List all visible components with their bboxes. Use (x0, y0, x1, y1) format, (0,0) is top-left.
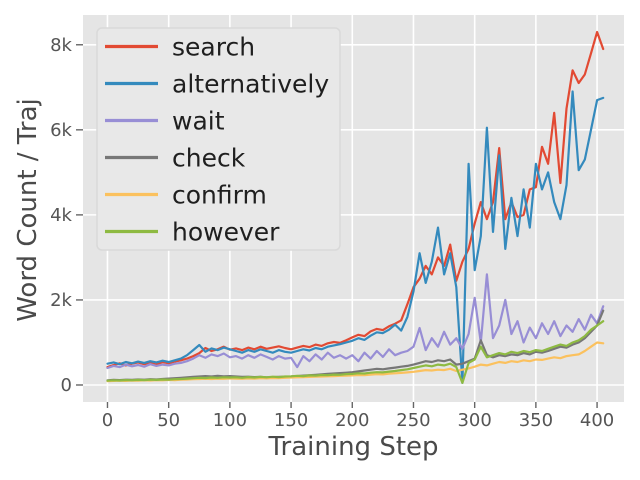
x-tick-label: 300 (457, 410, 491, 431)
y-tick-label: 6k (50, 120, 72, 141)
y-tick-label: 2k (50, 290, 72, 311)
legend-label-confirm: confirm (172, 181, 267, 210)
legend-label-wait: wait (172, 107, 225, 136)
series-line-alternatively (106, 90, 605, 384)
series-line-however (106, 320, 605, 384)
x-tick-label: 100 (213, 410, 247, 431)
legend-label-alternatively: alternatively (172, 70, 329, 99)
y-tick-label: 4k (50, 205, 72, 226)
x-tick-label: 200 (335, 410, 369, 431)
series-line-check (106, 309, 605, 382)
x-tick-label: 250 (396, 410, 430, 431)
y-axis-label: Word Count / Traj (13, 98, 43, 322)
x-axis-label: Training Step (268, 432, 439, 462)
legend-label-check: check (172, 144, 246, 173)
legend-label-search: search (172, 33, 255, 62)
y-tick-label: 0 (61, 375, 72, 396)
x-tick-label: 150 (274, 410, 308, 431)
x-tick-label: 0 (102, 410, 113, 431)
x-tick-label: 50 (157, 410, 180, 431)
y-tick-label: 8k (50, 35, 72, 56)
series-line-wait (106, 273, 605, 370)
x-tick-label: 400 (580, 410, 614, 431)
x-tick-label: 350 (519, 410, 553, 431)
legend-label-however: however (172, 218, 280, 247)
